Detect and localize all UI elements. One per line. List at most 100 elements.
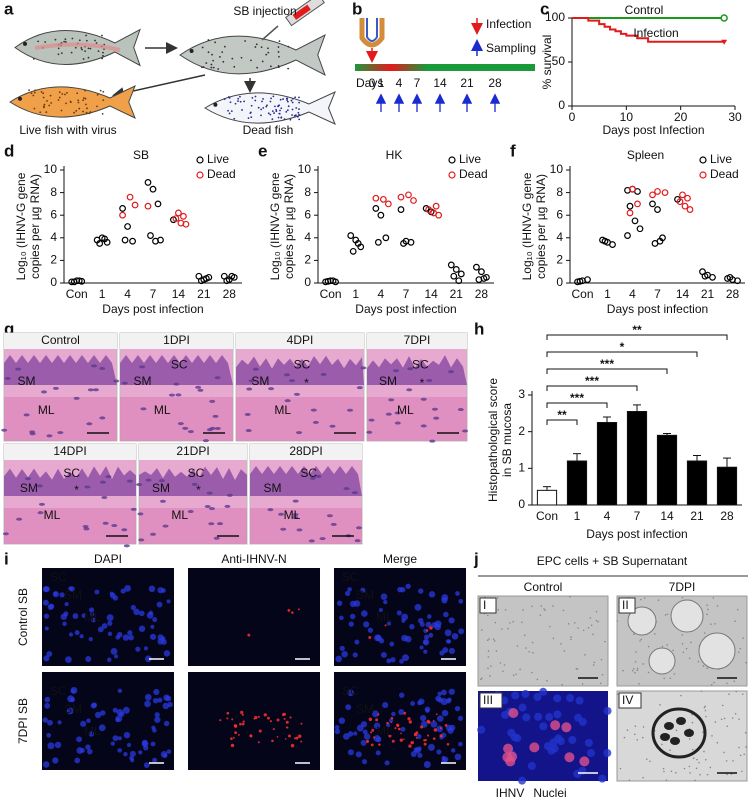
nucleus (102, 521, 109, 525)
day-label: 14 (433, 76, 447, 90)
nucleus-stain (62, 621, 67, 627)
texture (661, 743, 663, 746)
nucleus-stain (44, 626, 49, 631)
fish-spot (34, 89, 37, 92)
fish-spot (255, 43, 258, 46)
nucleus-stain (447, 639, 452, 644)
virion (670, 737, 680, 745)
nucleus-stain (418, 698, 425, 705)
texture (531, 671, 533, 674)
fish-spot (82, 110, 84, 113)
fish-spot (201, 46, 204, 49)
nucleus (121, 528, 128, 532)
nucleus-stain (144, 693, 152, 701)
nucleus-stain (339, 615, 344, 621)
nucleus-stain (148, 585, 156, 593)
virus-stain (368, 635, 372, 639)
fish-spot (54, 38, 57, 41)
panel-label: f (510, 141, 516, 160)
fish-spot (292, 97, 294, 100)
x-tick-label: 20 (674, 110, 688, 124)
texture (663, 770, 665, 773)
fish-spot (85, 111, 88, 114)
texture (539, 614, 542, 616)
nucleus-stain (573, 769, 582, 778)
data-point (101, 235, 109, 243)
virus-stain (287, 609, 291, 612)
nucleus-stain (130, 604, 136, 611)
nucleus-stain (550, 744, 559, 753)
nucleus (187, 430, 194, 434)
nucleus-stain (428, 632, 434, 638)
row-header: 7DPI SB (16, 698, 30, 744)
chart-title: Spleen (627, 148, 664, 162)
x-tick-label: 30 (728, 110, 742, 124)
image-header (4, 333, 117, 349)
data-point (709, 273, 716, 281)
texture (544, 609, 546, 611)
virus-stain (529, 742, 540, 753)
nucleus-stain (347, 689, 354, 697)
fish-spot (262, 98, 264, 100)
nucleus-stain (539, 722, 548, 731)
image-tag (618, 692, 642, 709)
nucleus-stain (400, 726, 406, 732)
data-point (228, 272, 236, 280)
y-tick-label: 8 (50, 185, 57, 199)
nucleus (86, 422, 93, 426)
data-point (425, 206, 433, 213)
texture (642, 663, 645, 665)
x-tick-label: 4 (124, 287, 131, 301)
nucleus-stain (501, 710, 510, 719)
x-tick-label: 1 (574, 509, 581, 523)
nucleus (123, 544, 130, 548)
y-tick-label: 2 (556, 253, 563, 267)
nucleus-stain (409, 623, 415, 630)
nucleus-stain (367, 627, 373, 633)
nucleus-stain (85, 655, 92, 662)
texture (516, 645, 519, 647)
texture (497, 597, 499, 599)
nucleus (168, 393, 175, 397)
lesion-marker: * (304, 376, 309, 390)
nucleus (177, 422, 184, 426)
nucleus (187, 510, 194, 514)
texture (738, 718, 740, 720)
data-point (75, 277, 83, 285)
virus-stain (239, 722, 242, 726)
y-tick-label: 2 (518, 424, 525, 438)
texture (726, 725, 729, 727)
nucleus (208, 522, 215, 526)
muscle-layer (367, 397, 467, 441)
gut-icon (359, 18, 385, 48)
nucleus (130, 507, 137, 511)
data-point (354, 240, 362, 247)
x-tick-label: 7 (150, 287, 157, 301)
region-label: SC (50, 684, 67, 698)
nucleus-stain (167, 701, 173, 708)
day-label: 1 (378, 76, 385, 90)
significance-label: * (620, 340, 625, 354)
texture (593, 661, 596, 664)
fish-spot (214, 41, 217, 44)
texture (640, 598, 642, 601)
nucleus-stain (454, 753, 462, 761)
x-tick-label: 28 (475, 287, 489, 301)
nucleus-stain (107, 620, 113, 626)
fish-spot (58, 96, 61, 99)
column-header: 7DPI (669, 580, 696, 594)
legend-marker (196, 156, 204, 164)
fish-spot (233, 117, 236, 120)
epithelium (236, 355, 364, 385)
nucleus-stain (444, 629, 452, 637)
bar (536, 489, 558, 506)
nucleus-stain (363, 733, 371, 740)
texture (704, 758, 707, 761)
image-header (120, 333, 233, 349)
panel-label: a (4, 0, 14, 18)
region-label: SC (300, 466, 317, 480)
nucleus-stain (110, 592, 116, 599)
nucleus-stain (518, 776, 527, 785)
texture (633, 633, 635, 635)
region-label: SM (64, 702, 82, 716)
